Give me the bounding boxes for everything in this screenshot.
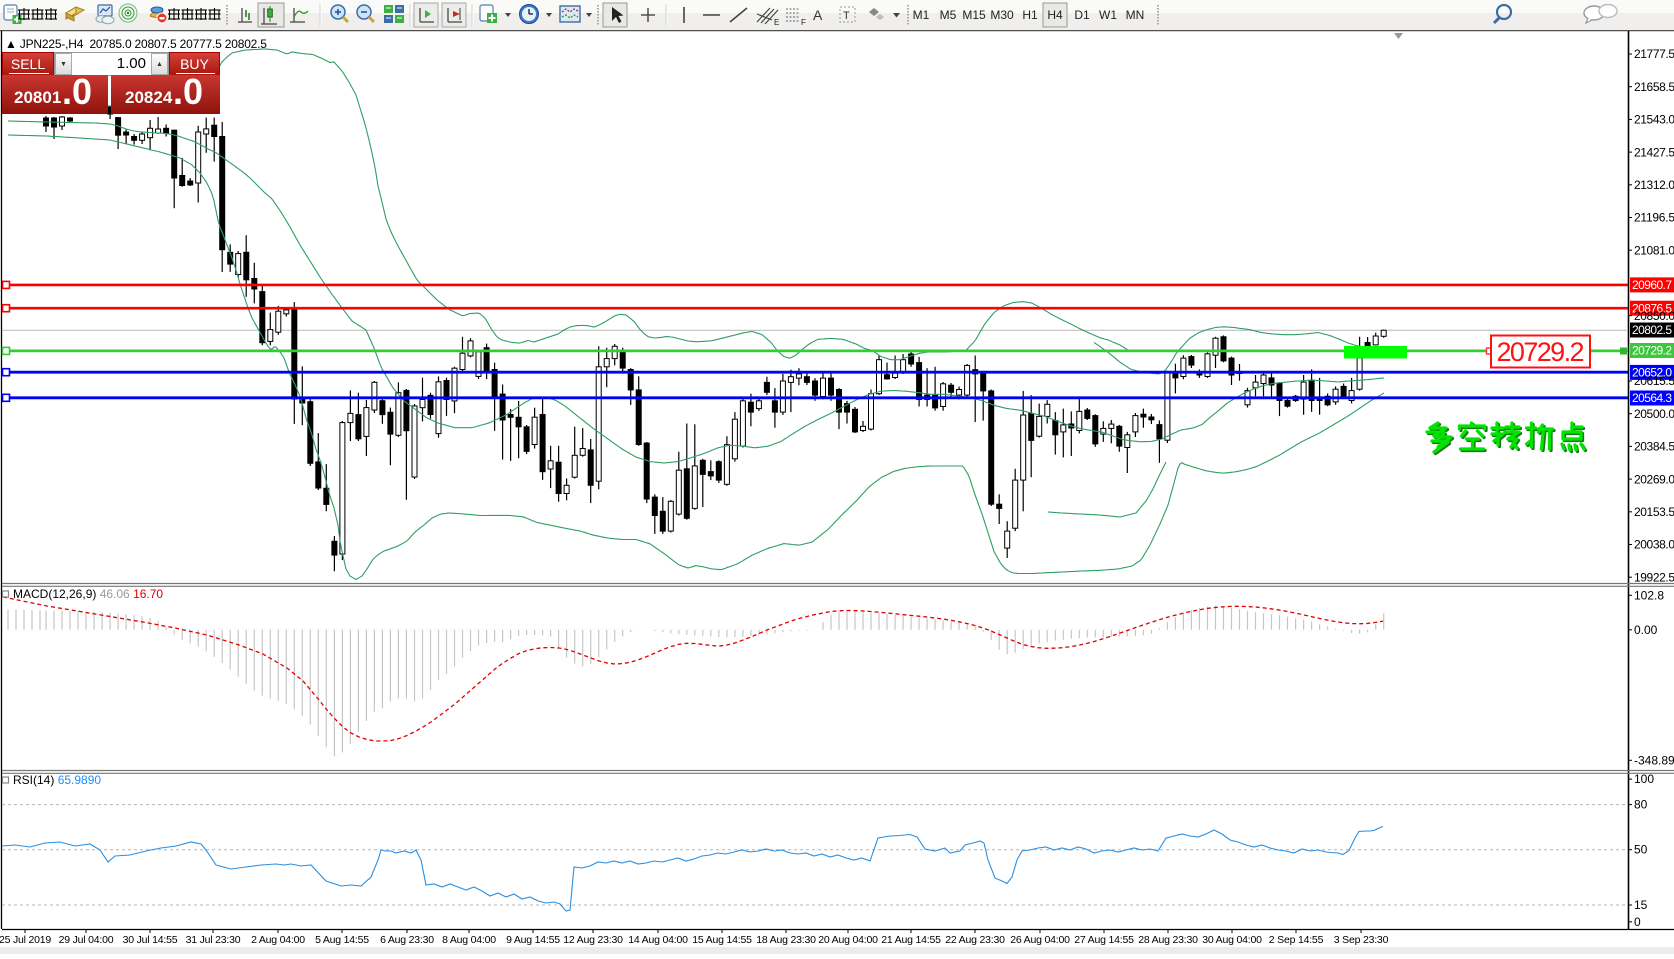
svg-text:50: 50: [1634, 843, 1648, 857]
svg-text:28 Aug 23:30: 28 Aug 23:30: [1138, 934, 1198, 946]
svg-text:26 Aug 04:00: 26 Aug 04:00: [1010, 934, 1070, 946]
svg-text:27 Aug 14:55: 27 Aug 14:55: [1074, 934, 1134, 946]
svg-text:18 Aug 23:30: 18 Aug 23:30: [756, 934, 816, 946]
svg-text:A: A: [813, 7, 823, 23]
svg-text:F: F: [801, 18, 806, 27]
svg-text:20384.5: 20384.5: [1634, 440, 1674, 454]
svg-text:31 Jul 23:30: 31 Jul 23:30: [186, 934, 241, 946]
svg-text:0: 0: [1634, 915, 1641, 929]
svg-text:20652.0: 20652.0: [1632, 366, 1672, 380]
svg-text:20850.0: 20850.0: [1634, 309, 1674, 323]
svg-text:102.8: 102.8: [1634, 588, 1664, 602]
svg-text:20960.7: 20960.7: [1632, 278, 1672, 292]
svg-text:29 Jul 04:00: 29 Jul 04:00: [59, 934, 114, 946]
svg-text:21312.0: 21312.0: [1634, 178, 1674, 192]
svg-text:20 Aug 04:00: 20 Aug 04:00: [818, 934, 878, 946]
svg-text:20729.2: 20729.2: [1497, 337, 1585, 367]
svg-text:2 Aug 04:00: 2 Aug 04:00: [251, 934, 305, 946]
svg-text:15 Aug 14:55: 15 Aug 14:55: [692, 934, 752, 946]
svg-text:21081.0: 21081.0: [1634, 243, 1674, 257]
svg-text:22 Aug 23:30: 22 Aug 23:30: [945, 934, 1005, 946]
svg-text:19922.5: 19922.5: [1634, 570, 1674, 584]
svg-text:21427.5: 21427.5: [1634, 145, 1674, 159]
svg-text:14 Aug 04:00: 14 Aug 04:00: [628, 934, 688, 946]
svg-text:MACD(12,26,9) 46.06 16.70: MACD(12,26,9) 46.06 16.70: [13, 587, 163, 601]
svg-text:MN: MN: [1126, 8, 1145, 22]
svg-text:2 Sep 14:55: 2 Sep 14:55: [1269, 934, 1324, 946]
svg-text:D1: D1: [1074, 8, 1090, 22]
svg-text:21196.5: 21196.5: [1634, 211, 1674, 225]
svg-text:100: 100: [1634, 772, 1654, 786]
svg-text:M30: M30: [990, 8, 1014, 22]
svg-text:21658.5: 21658.5: [1634, 80, 1674, 94]
svg-text:20038.0: 20038.0: [1634, 538, 1674, 552]
svg-text:21 Aug 14:55: 21 Aug 14:55: [881, 934, 941, 946]
svg-text:20269.0: 20269.0: [1634, 472, 1674, 486]
svg-text:8 Aug 04:00: 8 Aug 04:00: [442, 934, 496, 946]
svg-text:M15: M15: [962, 8, 986, 22]
svg-text:30 Aug 04:00: 30 Aug 04:00: [1202, 934, 1262, 946]
svg-text:RSI(14) 65.9890: RSI(14) 65.9890: [13, 773, 101, 787]
svg-text:30 Jul 14:55: 30 Jul 14:55: [123, 934, 178, 946]
svg-text:9 Aug 14:55: 9 Aug 14:55: [506, 934, 560, 946]
svg-text:20876.5: 20876.5: [1632, 301, 1672, 315]
svg-text:5 Aug 14:55: 5 Aug 14:55: [315, 934, 369, 946]
svg-text:M5: M5: [940, 8, 957, 22]
svg-text:20564.3: 20564.3: [1632, 391, 1672, 405]
svg-text:20500.0: 20500.0: [1634, 407, 1674, 421]
svg-text:3 Sep 23:30: 3 Sep 23:30: [1334, 934, 1389, 946]
svg-text:15: 15: [1634, 898, 1648, 912]
svg-text:-348.89: -348.89: [1634, 753, 1674, 767]
svg-text:25 Jul 2019: 25 Jul 2019: [0, 934, 51, 946]
svg-text:20615.5: 20615.5: [1634, 374, 1674, 388]
svg-text:12 Aug 23:30: 12 Aug 23:30: [563, 934, 623, 946]
svg-text:M1: M1: [913, 8, 930, 22]
svg-text:6 Aug 23:30: 6 Aug 23:30: [380, 934, 434, 946]
svg-text:20153.5: 20153.5: [1634, 505, 1674, 519]
svg-text:20802.5: 20802.5: [1632, 323, 1672, 337]
svg-text:80: 80: [1634, 798, 1648, 812]
svg-text:E: E: [774, 18, 779, 27]
svg-text:T: T: [843, 10, 850, 22]
svg-text:H1: H1: [1022, 8, 1038, 22]
svg-text:20729.2: 20729.2: [1632, 344, 1672, 358]
svg-text:H4: H4: [1047, 8, 1063, 22]
svg-text:W1: W1: [1099, 8, 1117, 22]
svg-text:21777.5: 21777.5: [1634, 47, 1674, 61]
svg-text:0.00: 0.00: [1634, 623, 1658, 637]
svg-text:21543.0: 21543.0: [1634, 113, 1674, 127]
